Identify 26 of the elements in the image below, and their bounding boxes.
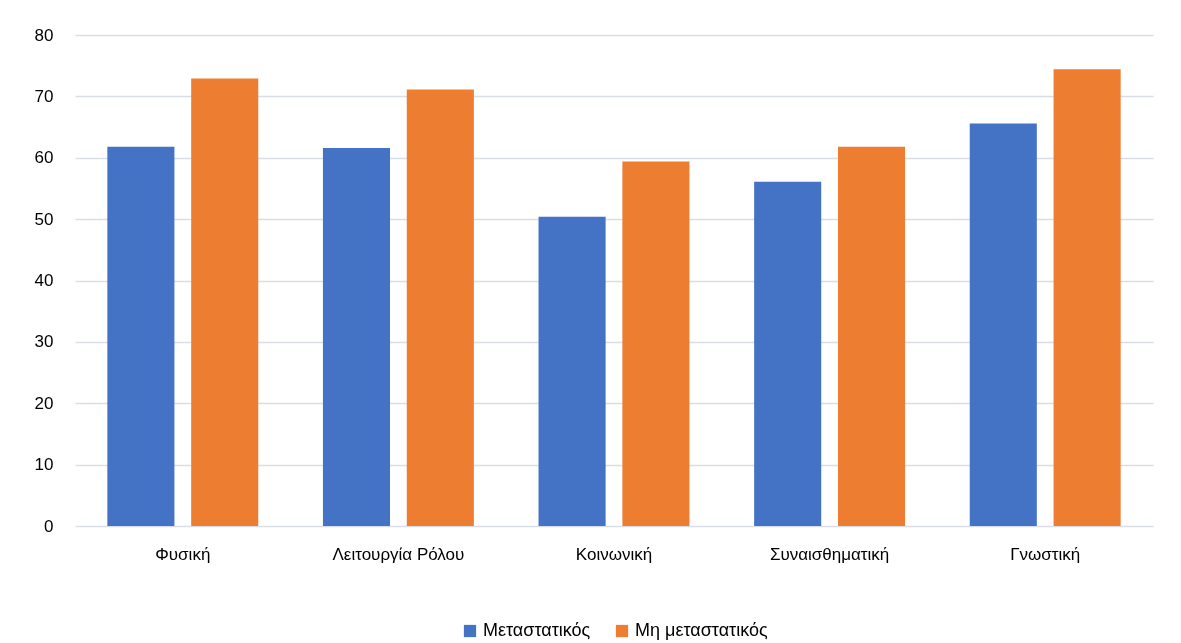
bar bbox=[538, 216, 606, 526]
y-tick-label: 20 bbox=[34, 393, 54, 413]
x-tick-label: Συναισθηματική bbox=[769, 544, 890, 564]
y-tick-label: 0 bbox=[44, 516, 54, 536]
bar bbox=[322, 147, 391, 526]
bar bbox=[107, 146, 175, 526]
x-tick-label: Κοινωνική bbox=[575, 544, 653, 564]
bar bbox=[622, 161, 690, 526]
bar bbox=[754, 181, 822, 526]
bar bbox=[969, 123, 1037, 526]
bar bbox=[1053, 69, 1121, 526]
x-tick-label: Γνωστική bbox=[1010, 544, 1081, 564]
y-tick-label: 70 bbox=[34, 86, 54, 106]
y-tick-label: 80 bbox=[34, 25, 54, 45]
y-tick-label: 40 bbox=[34, 271, 54, 290]
bar bbox=[406, 89, 474, 526]
y-tick-label: 50 bbox=[34, 209, 54, 229]
bar bbox=[837, 146, 906, 526]
x-tick-label: Λειτουργία Ρόλου bbox=[332, 544, 465, 564]
x-tick-label: Φυσική bbox=[155, 544, 211, 564]
legend-label: Μη μεταστατικός bbox=[635, 620, 768, 640]
y-tick-label: 10 bbox=[34, 455, 54, 475]
bar bbox=[191, 78, 259, 526]
legend-label: Μεταστατικός bbox=[483, 620, 591, 640]
y-tick-label: 30 bbox=[34, 332, 54, 352]
y-tick-label: 60 bbox=[34, 148, 54, 168]
